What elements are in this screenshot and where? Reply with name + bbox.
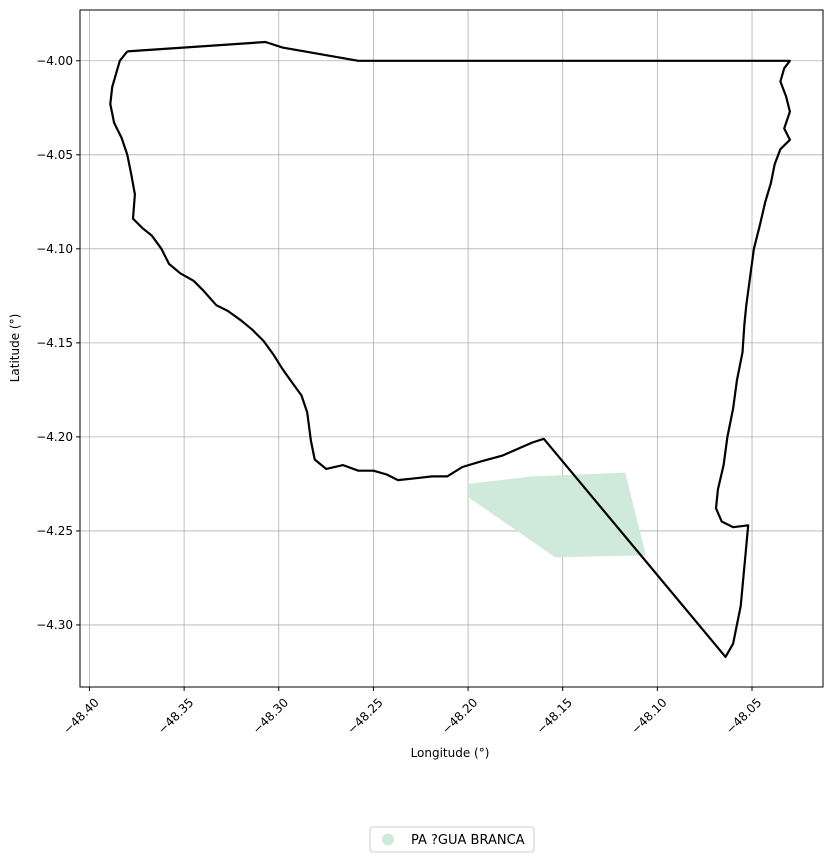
legend-frame (369, 826, 535, 853)
y-tick-label: −4.05 (36, 148, 73, 162)
x-tick-label: −48.30 (250, 695, 291, 736)
x-tick-label: −48.15 (534, 695, 575, 736)
y-tick-label: −4.30 (36, 618, 73, 632)
x-tick-label: −48.35 (155, 695, 196, 736)
legend: PA ?GUA BRANCA (369, 826, 535, 853)
x-axis-ticks: −48.40 −48.35 −48.30 −48.25 −48.20 −48.15 −48.… (60, 687, 764, 737)
municipality-boundary (109, 40, 792, 659)
y-tick-label: −4.10 (36, 242, 73, 256)
y-axis-label: Latitude (°) (8, 314, 22, 383)
x-tick-label: −48.40 (60, 695, 101, 736)
x-tick-label: −48.20 (439, 695, 480, 736)
y-tick-label: −4.00 (36, 54, 73, 68)
y-axis-ticks: −4.00 −4.05 −4.10 −4.15 −4.20 −4.25 −4.30 (36, 54, 80, 632)
y-tick-label: −4.20 (36, 430, 73, 444)
legend-marker (382, 833, 394, 846)
boundary-layer (109, 40, 792, 659)
y-tick-label: −4.25 (36, 524, 73, 538)
x-tick-label: −48.25 (344, 695, 385, 736)
x-axis-label: Longitude (°) (411, 746, 490, 760)
x-tick-label: −48.05 (723, 695, 764, 736)
grid-lines (80, 10, 823, 687)
x-tick-label: −48.10 (628, 695, 669, 736)
legend-label: PA ?GUA BRANCA (411, 833, 525, 848)
fill-layer (468, 472, 646, 558)
y-tick-label: −4.15 (36, 336, 73, 350)
axes-frame (79, 9, 824, 688)
settlement-area (468, 472, 646, 558)
